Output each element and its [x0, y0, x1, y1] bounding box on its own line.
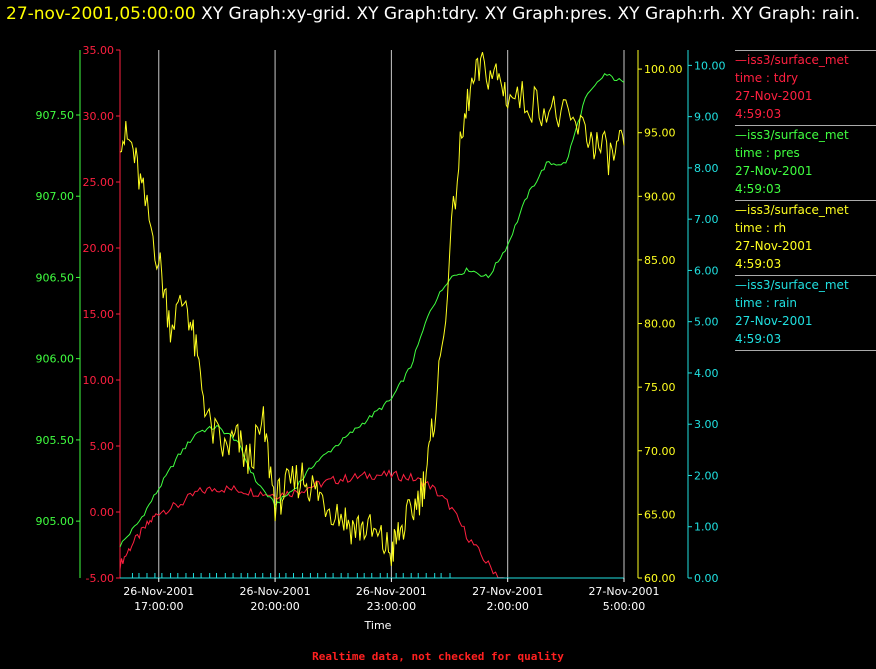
- pres-tick-label: 907.00: [36, 190, 75, 203]
- rh-tick-label: 95.00: [644, 127, 676, 140]
- graph-title: 27-nov-2001,05:00:00 XY Graph:xy-grid. X…: [6, 2, 866, 27]
- x-axis-label: Time: [364, 619, 392, 632]
- pres-tick-label: 905.00: [36, 515, 75, 528]
- legend-field: time : rh: [735, 221, 787, 235]
- legend-top-rule: [735, 50, 876, 51]
- rain-tick-label: 3.00: [694, 418, 719, 431]
- tdry-tick-label: 20.00: [83, 242, 115, 255]
- x-tick-date: 26-Nov-2001: [123, 585, 194, 598]
- tdry-line: [119, 469, 508, 579]
- axes: 905.00 905.50 906.00 906.50 907.00 907.50 -5.0…: [36, 44, 726, 585]
- rain-tick-label: 8.00: [694, 162, 719, 175]
- legend-date: 27-Nov-2001: [735, 239, 813, 253]
- legend-source: —iss3/surface_met: [735, 203, 849, 217]
- rain-tick-label: 7.00: [694, 213, 719, 226]
- legend-field: time : tdry: [735, 71, 799, 85]
- legend-field: time : pres: [735, 146, 800, 160]
- x-tick-time: 17:00:00: [134, 600, 183, 613]
- legend-time: 4:59:03: [735, 107, 782, 121]
- legend: —iss3/surface_met time : tdry 27-Nov-2001 4…: [735, 50, 876, 351]
- tdry-tick-label: 30.00: [83, 110, 115, 123]
- tdry-tick-label: 15.00: [83, 308, 115, 321]
- legend-time: 4:59:03: [735, 332, 782, 346]
- rh-tick-label: 100.00: [644, 63, 683, 76]
- legend-date: 27-Nov-2001: [735, 89, 813, 103]
- rh-tick-label: 65.00: [644, 508, 676, 521]
- rain-tick-label: 2.00: [694, 469, 719, 482]
- rain-tick-label: 5.00: [694, 316, 719, 329]
- rh-line: [119, 52, 625, 567]
- legend-time: 4:59:03: [735, 257, 782, 271]
- x-tick-date: 27-Nov-2001: [588, 585, 659, 598]
- legend-field: time : rain: [735, 296, 798, 310]
- legend-date: 27-Nov-2001: [735, 164, 813, 178]
- tdry-tick-label: 5.00: [90, 440, 115, 453]
- rain-tick-label: 6.00: [694, 264, 719, 277]
- rh-tick-label: 80.00: [644, 318, 676, 331]
- grid-lines: [158, 50, 625, 578]
- rh-tick-label: 60.00: [644, 572, 676, 585]
- quality-notice: Realtime data, not checked for quality: [312, 650, 564, 663]
- legend-source: —iss3/surface_met: [735, 278, 849, 292]
- x-tick-time: 5:00:00: [603, 600, 645, 613]
- legend-source: —iss3/surface_met: [735, 53, 849, 67]
- series-lines: [119, 52, 625, 579]
- pres-line: [119, 72, 625, 548]
- x-tick-time: 2:00:00: [486, 600, 528, 613]
- timestamp: 27-nov-2001,05:00:00: [6, 4, 196, 24]
- rain-tick-label: 9.00: [694, 111, 719, 124]
- pres-tick-label: 906.00: [36, 353, 75, 366]
- rain-tick-label: 0.00: [694, 572, 719, 585]
- legend-date: 27-Nov-2001: [735, 314, 813, 328]
- legend-time: 4:59:03: [735, 182, 782, 196]
- rh-tick-label: 85.00: [644, 254, 676, 267]
- tdry-tick-label: 10.00: [83, 374, 115, 387]
- rh-tick-label: 70.00: [644, 445, 676, 458]
- x-tick-date: 26-Nov-2001: [356, 585, 427, 598]
- tdry-tick-label: 25.00: [83, 176, 115, 189]
- x-tick-time: 20:00:00: [250, 600, 299, 613]
- rain-tick-label: 10.00: [694, 59, 726, 72]
- x-tick-labels: 26-Nov-2001 17:00:00 26-Nov-2001 20:00:00 26…: [123, 578, 660, 632]
- rain-tick-label: 1.00: [694, 521, 719, 534]
- rh-tick-label: 75.00: [644, 381, 676, 394]
- x-tick-time: 23:00:00: [367, 600, 416, 613]
- rh-tick-label: 90.00: [644, 190, 676, 203]
- pres-tick-label: 906.50: [36, 271, 75, 284]
- rain-tick-label: 4.00: [694, 367, 719, 380]
- legend-source: —iss3/surface_met: [735, 128, 849, 142]
- x-tick-date: 26-Nov-2001: [240, 585, 311, 598]
- tdry-tick-label: 35.00: [83, 44, 115, 57]
- pres-tick-label: 907.50: [36, 109, 75, 122]
- x-tick-date: 27-Nov-2001: [472, 585, 543, 598]
- graph-list: XY Graph:xy-grid. XY Graph:tdry. XY Grap…: [201, 4, 861, 24]
- tdry-tick-label: -5.00: [86, 572, 114, 585]
- pres-tick-label: 905.50: [36, 434, 75, 447]
- tdry-tick-label: 0.00: [90, 506, 115, 519]
